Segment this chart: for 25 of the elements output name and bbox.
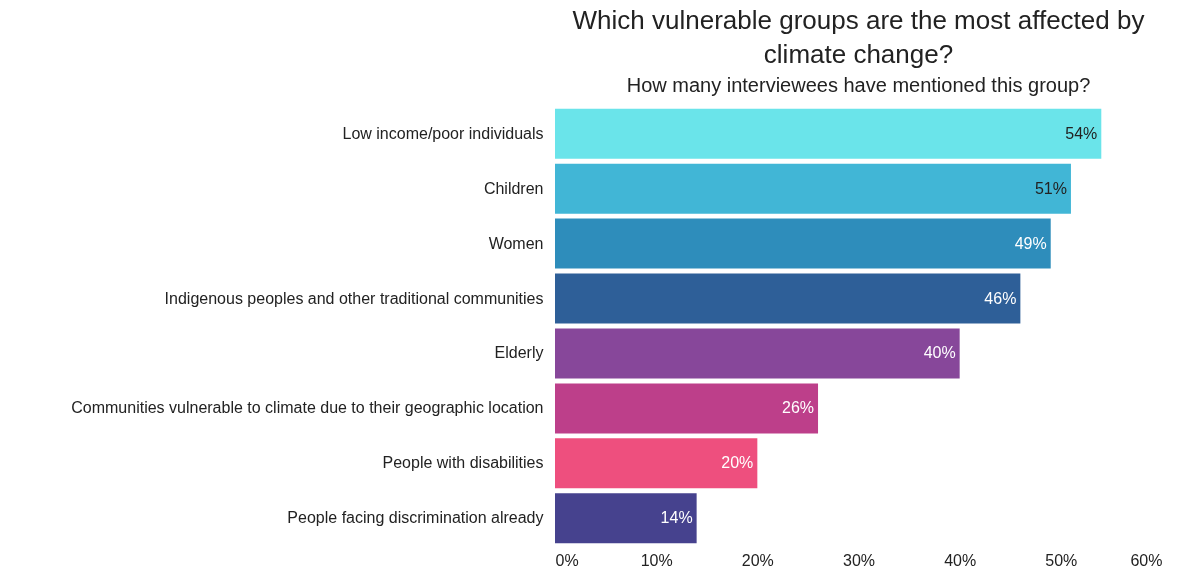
y-tick-label: Elderly [494,344,544,362]
y-tick-label: People facing discrimination already [287,509,544,527]
data-label: 14% [660,509,693,527]
chart-subtitle: How many interviewees have mentioned this group? [626,74,1091,96]
x-tick-label: 10% [640,551,673,569]
x-tick-label: 40% [944,551,977,569]
data-label: 26% [782,399,815,417]
y-tick-label: Indigenous peoples and other traditional communities [164,289,544,307]
data-label: 46% [984,289,1017,307]
y-tick-label: People with disabilities [382,454,544,472]
y-tick-label: Women [488,234,544,252]
y-tick-label: Children [483,179,544,197]
chart-title: Which vulnerable groups are the most affected by climate change? [572,5,1145,69]
x-tick-label: 60% [1130,551,1163,569]
data-label: 40% [923,344,956,362]
data-label: 20% [721,454,754,472]
data-label: 51% [1034,179,1067,197]
x-tick-label: 0% [555,551,579,569]
x-tick-label: 20% [741,551,774,569]
x-tick-label: 30% [842,551,876,569]
y-tick-label: Low income/poor individuals [342,124,544,142]
x-tick-label: 50% [1045,551,1078,569]
data-label: 54% [1065,124,1098,142]
data-label: 49% [1014,234,1047,252]
y-tick-label: Communities vulnerable to climate due to their geographic location [71,399,544,417]
